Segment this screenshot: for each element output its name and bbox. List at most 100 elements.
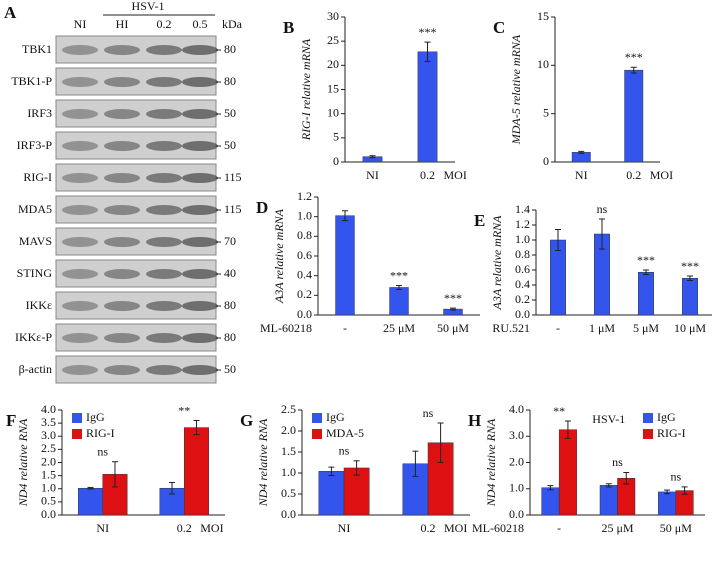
lane-label: 0.2 — [157, 17, 172, 31]
y-tick-label: 2.5 — [41, 441, 56, 455]
y-tick-label: 0.5 — [281, 486, 296, 500]
band — [182, 237, 218, 247]
legend-swatch — [312, 413, 322, 423]
x-tick-label: 0.2 — [626, 168, 641, 182]
bar — [682, 278, 698, 316]
significance: ** — [178, 403, 190, 417]
y-tick-label: 1.5 — [281, 444, 296, 458]
significance: ** — [553, 404, 565, 418]
x-tick-label: 0.2 — [421, 521, 436, 535]
y-tick-label: 4.0 — [509, 402, 524, 416]
y-tick-label: 3.0 — [41, 428, 56, 442]
x-tick-label: 10 μM — [674, 321, 706, 335]
kda-label: 80 — [224, 298, 236, 312]
band — [182, 269, 218, 279]
bar — [541, 487, 560, 516]
y-axis-label: A3A relative mRNA — [272, 208, 286, 304]
y-tick-label: 1.0 — [281, 465, 296, 479]
kda-label: 80 — [224, 330, 236, 344]
y-tick-label: 1.4 — [515, 202, 530, 216]
y-tick-label: 3.0 — [509, 428, 524, 442]
significance: *** — [681, 259, 699, 273]
x-axis-label: MOI — [200, 521, 223, 535]
band — [146, 333, 182, 343]
panel-label: F — [6, 411, 16, 430]
y-tick-label: 0.4 — [515, 277, 530, 291]
legend-swatch — [72, 429, 82, 439]
bar — [78, 487, 104, 516]
legend-swatch — [72, 413, 82, 423]
significance: *** — [444, 291, 462, 305]
y-tick-label: 0.0 — [297, 307, 312, 321]
y-tick-label: 0.6 — [297, 248, 312, 262]
band — [182, 45, 218, 55]
legend-label: RIG-I — [657, 426, 686, 440]
x-axis-label: MOI — [444, 168, 467, 182]
bar — [389, 287, 409, 316]
bar — [558, 429, 577, 516]
y-tick-label: 0.0 — [515, 307, 530, 321]
legend-swatch — [643, 429, 653, 439]
y-tick-label: 1.5 — [41, 467, 56, 481]
y-tick-label: 1.0 — [509, 481, 524, 495]
subtitle: HSV-1 — [592, 412, 625, 426]
x-tick-label: 5 μM — [633, 321, 659, 335]
band — [104, 77, 140, 87]
significance: ns — [670, 470, 681, 484]
y-tick-label: 10 — [327, 105, 339, 119]
band — [62, 109, 98, 119]
row-label: IKKε — [26, 298, 52, 312]
x-tick-label: 25 μM — [601, 521, 633, 535]
band — [182, 109, 218, 119]
y-tick-label: 2.0 — [281, 423, 296, 437]
y-tick-label: 25 — [327, 33, 339, 47]
band — [62, 77, 98, 87]
band — [146, 173, 182, 183]
y-tick-label: 30 — [327, 9, 339, 23]
y-tick-label: 0.0 — [509, 507, 524, 521]
kda-label: 115 — [224, 170, 242, 184]
panel-label: H — [468, 411, 481, 430]
y-axis-label: ND4 relative RNA — [484, 418, 498, 507]
band — [104, 141, 140, 151]
y-tick-label: 1.0 — [297, 208, 312, 222]
x-tick-label: 25 μM — [383, 321, 415, 335]
band — [146, 269, 182, 279]
band — [182, 365, 218, 375]
panel-label: C — [493, 18, 505, 37]
bar — [550, 239, 566, 316]
y-tick-label: 0.4 — [297, 267, 312, 281]
band — [146, 237, 182, 247]
band — [104, 109, 140, 119]
y-tick-label: 0.2 — [515, 292, 530, 306]
y-tick-label: 2.0 — [509, 454, 524, 468]
lane-label: 0.5 — [193, 17, 208, 31]
x-tick-label: 1 μM — [589, 321, 615, 335]
band — [62, 269, 98, 279]
y-tick-label: 0.5 — [41, 494, 56, 508]
significance: ns — [97, 444, 108, 458]
x-tick-label: NI — [338, 521, 351, 535]
kda-label: 50 — [224, 362, 236, 376]
x-axis-label: MOI — [444, 521, 467, 535]
legend-swatch — [312, 429, 322, 439]
band — [182, 333, 218, 343]
band — [182, 301, 218, 311]
panel-label: G — [240, 411, 253, 430]
significance: ns — [339, 444, 350, 458]
x-axis-label: ML-60218 — [260, 321, 312, 335]
y-tick-label: 2.0 — [41, 454, 56, 468]
bar — [624, 69, 644, 163]
band — [62, 205, 98, 215]
band — [62, 301, 98, 311]
band — [104, 173, 140, 183]
y-axis-label: RIG-I relative mRNA — [299, 38, 313, 141]
y-tick-label: 4.0 — [41, 402, 56, 416]
band — [62, 237, 98, 247]
band — [104, 237, 140, 247]
kda-label: 80 — [224, 42, 236, 56]
row-label: TBK1-P — [11, 74, 52, 88]
band — [146, 205, 182, 215]
band — [62, 141, 98, 151]
group-label: HSV-1 — [132, 0, 165, 13]
